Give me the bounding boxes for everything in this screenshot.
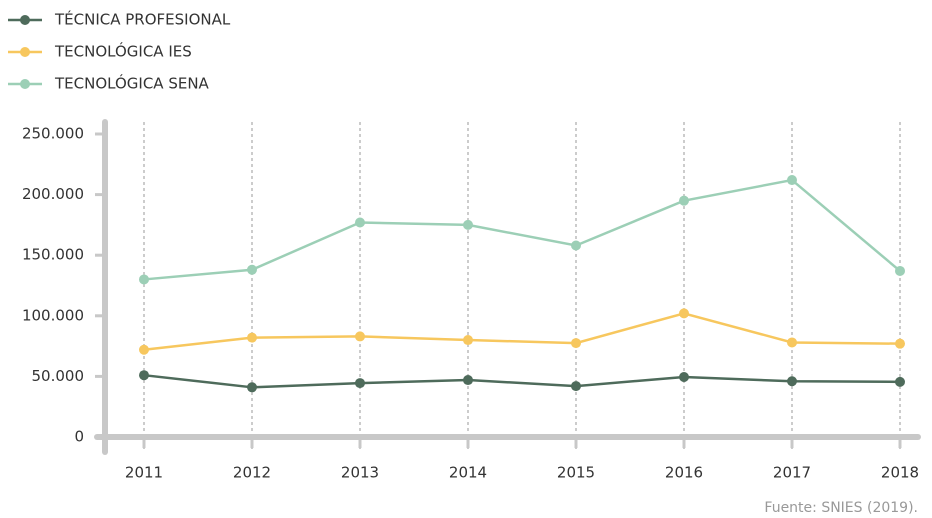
data-point [787, 337, 797, 348]
legend-dot [20, 15, 30, 25]
data-point [679, 308, 689, 319]
legend-dot [20, 47, 30, 57]
data-point [247, 264, 257, 275]
data-point [463, 335, 473, 346]
data-point [679, 372, 689, 383]
data-point [355, 331, 365, 342]
data-point [571, 338, 581, 349]
x-tick-label: 2016 [665, 464, 703, 482]
data-point [463, 375, 473, 386]
legend-label: TECNOLÓGICA IES [54, 42, 192, 61]
data-point [895, 376, 905, 387]
y-tick-label: 0 [74, 428, 84, 446]
series-line [143, 373, 901, 389]
x-tick-label: 2012 [233, 464, 271, 482]
data-point [355, 378, 365, 389]
data-point [355, 217, 365, 228]
data-point [139, 274, 149, 285]
x-tick-label: 2015 [557, 464, 595, 482]
legend-dot [20, 79, 30, 89]
legend-label: TECNOLÓGICA SENA [54, 74, 210, 93]
data-point [679, 195, 689, 206]
data-point [787, 376, 797, 387]
legend-label: TÉCNICA PROFESIONAL [54, 10, 231, 29]
x-tick-label: 2014 [449, 464, 487, 482]
series-line [143, 312, 901, 351]
source: Fuente: SNIES (2019). [764, 500, 918, 516]
data-point [787, 175, 797, 186]
data-point [247, 382, 257, 393]
data-point [571, 240, 581, 251]
x-tick-label: 2011 [125, 464, 163, 482]
x-tick-label: 2017 [773, 464, 811, 482]
series-line [143, 178, 901, 281]
data-point [139, 370, 149, 381]
data-point [247, 332, 257, 343]
data-point [463, 219, 473, 230]
data-point [571, 381, 581, 392]
y-tick-label: 200.000 [22, 185, 84, 203]
data-point [895, 265, 905, 276]
y-tick-label: 150.000 [22, 246, 84, 264]
x-tick-label: 2013 [341, 464, 379, 482]
data-point [139, 344, 149, 355]
x-tick-label: 2018 [881, 464, 919, 482]
y-tick-label: 50.000 [32, 367, 85, 385]
y-tick-label: 250.000 [22, 125, 84, 143]
y-tick-label: 100.000 [22, 306, 84, 324]
data-point [895, 338, 905, 349]
